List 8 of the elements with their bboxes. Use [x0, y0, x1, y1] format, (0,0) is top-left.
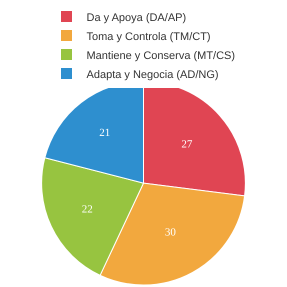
- legend-label: Da y Apoya (DA/AP): [86, 12, 186, 24]
- data-label: 22: [82, 204, 93, 216]
- data-label: 21: [99, 127, 110, 140]
- legend-label: Adapta y Negocia (AD/NG): [86, 68, 219, 81]
- legend-label: Toma y Controla (TM/CT): [86, 30, 211, 43]
- legend-label: Mantiene y Conserva (MT/CS): [86, 50, 236, 62]
- data-label: 27: [181, 138, 193, 151]
- data-label: 30: [164, 226, 176, 238]
